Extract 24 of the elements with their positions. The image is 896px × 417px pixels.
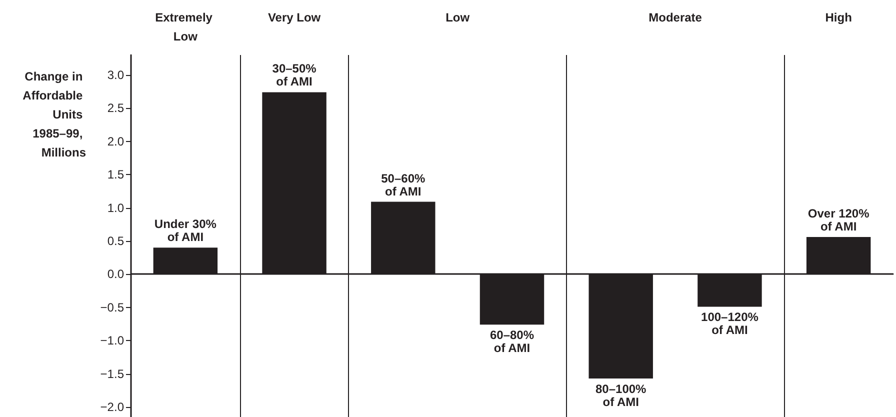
y-tick-label: 3.0 (107, 68, 124, 82)
x-tick-label: 60–80% of AMI (490, 328, 534, 356)
y-axis-title: Change in Affordable Units 1985–99, Millions (22, 70, 86, 160)
text: Low (446, 10, 470, 24)
y-tick-label: 2.5 (107, 101, 124, 116)
y-tick-label: −0.5 (100, 300, 124, 314)
text: Moderate (648, 10, 702, 24)
x-tick-label: 50–60% of AMI (381, 171, 426, 198)
text: Very Low (268, 10, 322, 24)
x-tick-label: Over 120% of AMI (808, 206, 870, 234)
y-tick-label: 1.0 (107, 200, 124, 215)
y-tick-label: −2.0 (100, 400, 124, 414)
x-tick-label: 30–50% of AMI (272, 62, 317, 89)
text: High (825, 10, 852, 24)
text: Extremely Low (155, 10, 216, 44)
y-tick-label: 2.0 (107, 134, 124, 148)
y-tick-label: −1.0 (100, 334, 124, 348)
y-tick-label: −1.5 (100, 366, 124, 381)
y-tick-label: 0.0 (107, 267, 124, 282)
x-tick-label: Under 30% of AMI (154, 217, 217, 244)
y-tick-label: 1.5 (107, 168, 124, 182)
x-tick-label: 80–100% of AMI (596, 382, 647, 409)
x-tick-label: 100–120% of AMI (701, 310, 759, 338)
y-tick-label: 0.5 (107, 234, 124, 248)
